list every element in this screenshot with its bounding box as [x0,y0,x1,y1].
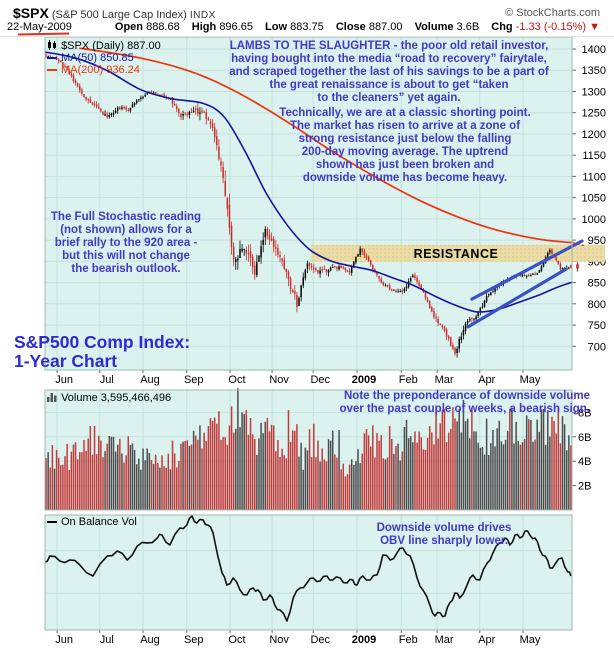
svg-text:Jul: Jul [100,634,114,646]
quote-close: Close 887.00 [335,21,403,33]
svg-text:1250: 1250 [582,108,606,120]
quote-row: 22-May-2009 Open 888.68 High 896.65 Low … [7,21,600,33]
svg-text:Sep: Sep [184,374,204,386]
svg-text:May: May [520,374,541,386]
svg-text:Oct: Oct [228,634,245,646]
legend-obv: On Balance Vol [47,517,137,528]
svg-text:1200: 1200 [582,129,606,141]
legend-ma50: MA(50) 850.85 [47,53,134,64]
legend-volume: Volume 3,595,466,496 [47,392,171,404]
exchange-tag: INDX [189,10,216,21]
svg-text:Aug: Aug [140,634,160,646]
svg-text:1050: 1050 [582,193,606,205]
legend-spx-label: $SPX (Daily) 887.00 [61,40,161,52]
svg-text:1350: 1350 [582,65,606,77]
annotation-volume-note: Note the preponderance of downside volum… [339,390,590,415]
quote-open: Open 888.68 [114,21,180,33]
annotation-technical: Technically, we are at a classic shortin… [279,107,531,184]
svg-text:800: 800 [588,299,606,311]
svg-text:850: 850 [588,278,606,290]
svg-text:2009: 2009 [352,634,376,646]
svg-text:Jun: Jun [55,374,73,386]
svg-text:Aug: Aug [140,374,160,386]
svg-text:Nov: Nov [269,634,289,646]
legend-spx: $SPX (Daily) 887.00 [47,40,161,52]
svg-text:Oct: Oct [228,374,245,386]
annotation-stochastic: The Full Stochastic reading (not shown) … [50,211,202,275]
svg-text:Mar: Mar [435,634,454,646]
svg-text:1400: 1400 [582,44,606,56]
svg-text:Feb: Feb [399,634,418,646]
ma50-line-swatch [47,57,57,60]
annotation-lambs: LAMBS TO THE SLAUGHTER - the poor old re… [229,40,549,104]
symbol-name: (S&P 500 Large Cap Index) [51,9,187,21]
volume-bars-icon [47,392,58,404]
resistance-label: RESISTANCE [413,247,499,261]
svg-text:6B: 6B [578,432,591,444]
legend-volume-label: Volume 3,595,466,496 [61,392,172,404]
svg-text:750: 750 [588,320,606,332]
svg-text:Mar: Mar [435,374,454,386]
quote-date: 22-May-2009 [7,21,72,33]
down-arrow-icon: ▼ [589,21,600,33]
legend-ma50-label: MA(50) 850.85 [61,52,134,64]
quote-high: High 896.65 [191,21,253,33]
ma200-line-swatch [47,69,57,72]
obv-line-swatch [47,521,57,524]
legend-ma200-label: MA(200) 936.24 [61,64,140,76]
svg-text:2B: 2B [578,481,591,493]
svg-text:Apr: Apr [478,374,495,386]
svg-text:8B: 8B [578,407,591,419]
stockcharts-credit: © StockCharts.com [505,7,600,19]
symbol: $SPX [13,5,49,21]
chart-header: $SPX (S&P 500 Large Cap Index) INDX [13,5,216,21]
svg-text:Sep: Sep [184,634,204,646]
svg-text:Dec: Dec [310,374,330,386]
svg-text:1150: 1150 [582,150,606,162]
svg-text:4B: 4B [578,456,591,468]
svg-text:1100: 1100 [582,171,606,183]
svg-text:2009: 2009 [352,374,376,386]
quote-change: Chg -1.33 (-0.15%) ▼ [491,21,600,33]
svg-text:700: 700 [588,341,606,353]
svg-text:Jun: Jun [55,634,73,646]
svg-text:1000: 1000 [582,214,606,226]
annotation-obv-note: Downside volume drives OBV line sharply … [376,522,512,547]
quote-low: Low 883.75 [265,21,324,33]
svg-text:Jul: Jul [100,374,114,386]
legend-obv-label: On Balance Vol [61,516,137,528]
svg-text:1300: 1300 [582,86,606,98]
chart-title: S&P500 Comp Index: 1-Year Chart [14,332,191,371]
svg-text:Feb: Feb [399,374,418,386]
legend-ma200: MA(200) 936.24 [47,65,140,76]
svg-text:Apr: Apr [478,634,495,646]
svg-text:May: May [520,634,541,646]
svg-text:950: 950 [588,235,606,247]
candlestick-icon [47,40,58,52]
svg-text:Nov: Nov [269,374,289,386]
quote-volume: Volume 3.6B [414,21,480,33]
svg-text:Dec: Dec [310,634,330,646]
